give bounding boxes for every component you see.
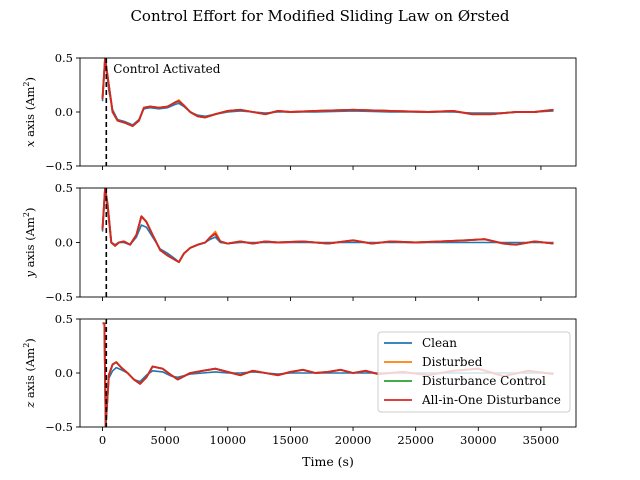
series-line-all-in-one-disturbance-x (101, 58, 554, 127)
x-tick-label: 25000 (397, 433, 434, 447)
y-tick-label-x: 0.5 (55, 51, 73, 65)
x-tick-label: 15000 (272, 433, 309, 447)
legend-label-all-in-one-disturbance: All-in-One Disturbance (421, 393, 561, 407)
x-tick-label: 20000 (335, 433, 372, 447)
series-line-all-in-one-disturbance-y (101, 188, 554, 264)
legend-label-disturbance-control: Disturbance Control (422, 374, 546, 388)
panel-x: −0.5 0.0 0.5 x axis (Am2) Control Activated (22, 51, 577, 173)
legend: Clean Disturbed Disturbance Control All-in-… (377, 331, 571, 413)
legend-frame (377, 331, 571, 413)
series-line-disturbed-y (101, 188, 554, 264)
x-axis-label: Time (s) (302, 454, 354, 469)
y-tick-label-x: 0.0 (55, 105, 73, 119)
y-axis-label-z: z axis (Am2) (22, 338, 37, 409)
y-axis-label-y: y axis (Am2) (22, 207, 37, 278)
y-tick-label-y: 0.5 (55, 181, 73, 195)
y-tick-label-y: 0.0 (55, 236, 73, 250)
y-tick-label-z: 0.5 (55, 312, 73, 326)
legend-label-disturbed: Disturbed (422, 355, 483, 369)
panel-z: −0.5 0.0 0.5 0 5000 10000 15000 20000 25000 30000… (22, 312, 577, 447)
legend-label-clean: Clean (422, 336, 457, 350)
series-line-disturbance-control-y (101, 188, 554, 264)
series-line-clean-y (101, 188, 554, 263)
control-activated-annotation: Control Activated (113, 62, 220, 76)
x-tick-label: 35000 (523, 433, 560, 447)
x-tick-label: 5000 (151, 433, 180, 447)
y-tick-label-z: 0.0 (55, 366, 73, 380)
x-tick-label: 30000 (460, 433, 497, 447)
panel-y: −0.5 0.0 0.5 y axis (Am2) (22, 181, 577, 304)
x-tick-label: 10000 (210, 433, 247, 447)
x-tick-label: 0 (99, 433, 106, 447)
y-tick-label-x: −0.5 (45, 159, 73, 173)
y-tick-label-y: −0.5 (45, 290, 73, 304)
y-tick-label-z: −0.5 (45, 420, 73, 434)
chart-title: Control Effort for Modified Sliding Law … (130, 7, 509, 25)
y-axis-label-x: x axis (Am2) (22, 77, 37, 147)
